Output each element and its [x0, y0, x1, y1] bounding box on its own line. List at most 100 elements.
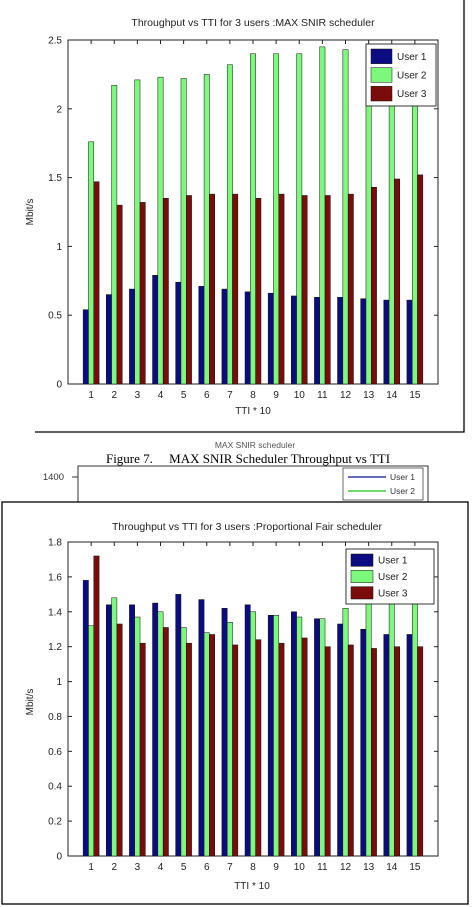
legend-swatch	[370, 67, 393, 83]
bar-user-2	[88, 141, 95, 385]
bar-user-1	[129, 288, 135, 385]
bar-user-3	[162, 627, 169, 857]
legend-swatch	[350, 586, 374, 600]
x-tick-label: 10	[294, 390, 306, 401]
bar-user-2	[250, 611, 256, 857]
bar-user-1	[129, 604, 135, 857]
middle-strip: MAX SNIR scheduler Figure 7. MAX SNIR Sc…	[43, 440, 429, 507]
x-tick-label: 2	[111, 390, 117, 401]
bar-user-2	[226, 621, 233, 857]
x-tick-label: 10	[294, 862, 306, 873]
bar-user-2	[411, 94, 418, 385]
bar-user-3	[394, 646, 400, 857]
legend-swatch	[350, 553, 374, 567]
bar-user-3	[116, 204, 123, 385]
chart-1-frame-lines	[35, 0, 465, 433]
bar-user-1	[360, 298, 367, 385]
bar-user-2	[157, 76, 164, 385]
bar-user-3	[278, 193, 285, 385]
x-tick-label: 2	[111, 862, 117, 873]
y-tick-label: 1.5	[48, 173, 62, 184]
bar-user-2	[296, 53, 303, 385]
chart-max-snir: Throughput vs TTI for 3 users :MAX SNIR …	[0, 0, 474, 433]
x-tick-label: 14	[386, 390, 398, 401]
chart-proportional-fair: Throughput vs TTI for 3 users :Proportio…	[1, 501, 469, 905]
x-tick-label: 8	[250, 390, 256, 401]
bar-user-1	[337, 297, 344, 385]
bar-user-2	[134, 79, 141, 385]
chart-2-plot: 00.20.40.60.811.21.41.61.81 2 3 4 5 6 7 8 9 10 11 1…	[48, 538, 439, 873]
bar-user-1	[406, 299, 413, 385]
bar-user-2	[365, 601, 372, 857]
bar-user-1	[221, 288, 228, 385]
bar-user-2	[411, 601, 418, 857]
y-tick-label: 1.2	[48, 642, 62, 653]
bar-user-2	[157, 611, 164, 857]
x-tick-label: 15	[409, 390, 421, 401]
bar-user-1	[106, 294, 112, 385]
bar-user-3	[186, 642, 192, 857]
bar-user-2	[111, 85, 118, 385]
bar-user-2	[203, 632, 210, 857]
bar-user-3	[301, 195, 308, 385]
y-tick-label: 1.4	[48, 607, 62, 618]
x-tick-label: 8	[250, 862, 256, 873]
y-tick-label: 1.8	[48, 538, 62, 549]
x-tick-label: 1	[88, 390, 94, 401]
bar-user-2	[388, 601, 395, 857]
x-tick-label: 9	[273, 862, 279, 873]
bar-user-2	[319, 618, 326, 857]
y-tick-label: 0.2	[48, 817, 62, 828]
x-tick-label: 12	[340, 390, 352, 401]
bar-user-3	[301, 637, 308, 857]
bar-user-2	[273, 615, 280, 857]
y-tick-label: 2	[56, 104, 62, 115]
bar-user-1	[383, 299, 390, 385]
x-tick-label: 7	[227, 390, 233, 401]
bar-user-2	[88, 625, 95, 857]
bar-user-3	[255, 639, 262, 857]
bar-user-2	[134, 616, 141, 857]
chart-1-ylabel: Mbit/s	[25, 199, 36, 226]
bar-user-3	[162, 197, 169, 385]
bar-user-1	[314, 297, 320, 385]
bar-user-3	[417, 174, 424, 385]
bar-user-1	[106, 604, 112, 857]
partial-legend-label-user2: User 2	[390, 486, 415, 496]
chart-1-xlabel: TTI * 10	[235, 406, 271, 417]
x-tick-label: 13	[363, 390, 375, 401]
x-tick-label: 4	[158, 390, 164, 401]
bar-user-3	[324, 195, 331, 385]
bar-user-2	[111, 597, 118, 857]
x-tick-label: 3	[135, 390, 141, 401]
legend-label: User 1	[378, 556, 408, 567]
legend-swatch	[370, 48, 393, 64]
bar-user-1	[152, 602, 159, 857]
x-tick-label: 11	[317, 862, 328, 873]
figure-caption: Figure 7. MAX SNIR Scheduler Throughput …	[106, 451, 390, 466]
bar-user-2	[180, 627, 187, 857]
y-tick-label: 1.6	[48, 572, 62, 583]
bar-user-1	[406, 634, 413, 857]
bar-user-2	[365, 60, 372, 385]
bar-user-1	[198, 286, 205, 385]
legend-label: User 1	[397, 52, 427, 63]
bar-user-2	[273, 53, 280, 385]
bar-user-1	[383, 634, 390, 857]
x-tick-label: 14	[386, 862, 398, 873]
bar-user-2	[203, 74, 210, 385]
legend-label: User 2	[397, 71, 427, 82]
bar-user-3	[371, 186, 377, 385]
bar-user-3	[209, 634, 215, 857]
y-tick-label: 0	[56, 380, 62, 391]
x-tick-label: 6	[204, 862, 210, 873]
y-tick-label: 0.4	[48, 782, 62, 793]
bar-user-1	[152, 275, 159, 385]
y-tick-label: 0.5	[48, 311, 62, 322]
legend-label: User 3	[397, 89, 427, 100]
bar-user-1	[175, 281, 182, 385]
bar-user-2	[342, 608, 349, 857]
x-tick-label: 5	[181, 862, 187, 873]
bar-user-3	[139, 202, 146, 385]
